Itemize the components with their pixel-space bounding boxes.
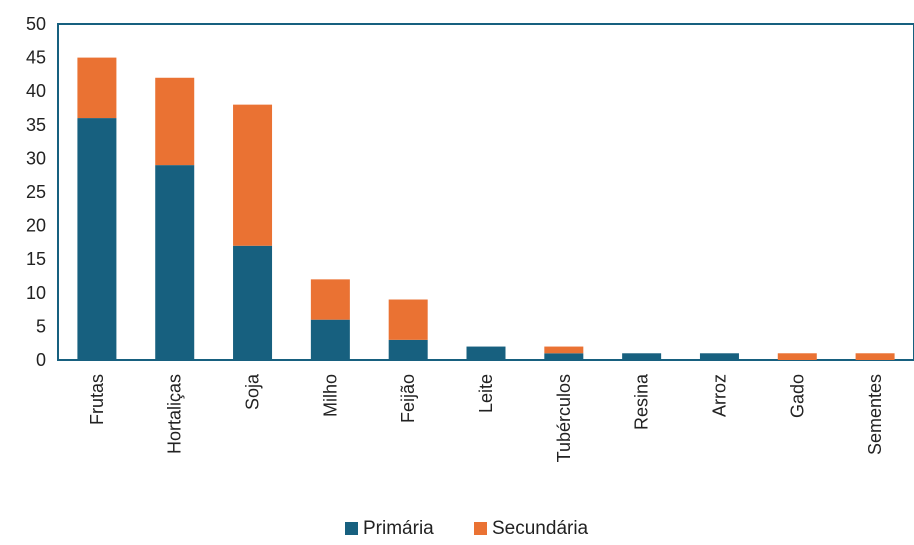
y-tick-label: 5 bbox=[36, 316, 46, 336]
y-tick-label: 45 bbox=[26, 48, 46, 68]
y-tick-label: 10 bbox=[26, 283, 46, 303]
bar-secundaria bbox=[388, 299, 428, 340]
bar-primaria bbox=[77, 118, 117, 360]
y-tick-label: 35 bbox=[26, 115, 46, 135]
x-category-label: Sementes bbox=[865, 374, 885, 455]
x-category-label: Tubérculos bbox=[554, 374, 574, 462]
bar-primaria bbox=[622, 353, 662, 360]
bar-secundaria bbox=[544, 346, 584, 354]
bar-secundaria bbox=[310, 279, 350, 320]
y-tick-label: 50 bbox=[26, 14, 46, 34]
bar-secundaria bbox=[233, 104, 273, 246]
bar-primaria bbox=[155, 165, 195, 360]
bar-primaria bbox=[233, 245, 273, 360]
legend-swatch bbox=[474, 522, 487, 535]
bar-secundaria bbox=[855, 353, 895, 360]
bars bbox=[77, 57, 895, 360]
bar-primaria bbox=[310, 319, 350, 360]
x-category-label: Soja bbox=[243, 373, 263, 410]
x-category-label: Arroz bbox=[709, 374, 729, 417]
legend: Primária Secundária bbox=[345, 518, 589, 539]
x-category-label: Resina bbox=[632, 373, 652, 430]
legend-swatch bbox=[345, 522, 358, 535]
x-axis-labels: Frutas Hortaliças Soja Milho Feijão Leite Tubé… bbox=[87, 373, 885, 462]
y-tick-label: 20 bbox=[26, 216, 46, 236]
y-axis-ticks: 0 5 10 15 20 25 30 35 40 45 50 bbox=[26, 14, 46, 370]
legend-label: Secundária bbox=[492, 518, 589, 539]
bar-primaria bbox=[544, 353, 584, 360]
x-category-label: Milho bbox=[320, 374, 340, 417]
y-tick-label: 40 bbox=[26, 81, 46, 101]
x-category-label: Gado bbox=[787, 374, 807, 418]
bar-secundaria bbox=[155, 77, 195, 166]
bar-secundaria bbox=[77, 57, 117, 119]
y-tick-label: 0 bbox=[36, 350, 46, 370]
x-category-label: Leite bbox=[476, 374, 496, 413]
y-tick-label: 25 bbox=[26, 182, 46, 202]
y-tick-label: 30 bbox=[26, 148, 46, 168]
y-tick-label: 15 bbox=[26, 249, 46, 269]
bar-primaria bbox=[699, 353, 739, 360]
bar-primaria bbox=[388, 339, 428, 360]
bar-secundaria bbox=[777, 353, 817, 360]
bar-primaria bbox=[466, 346, 506, 360]
x-category-label: Frutas bbox=[87, 374, 107, 425]
legend-label: Primária bbox=[363, 518, 434, 539]
x-category-label: Feijão bbox=[398, 374, 418, 423]
x-category-label: Hortaliças bbox=[165, 374, 185, 454]
